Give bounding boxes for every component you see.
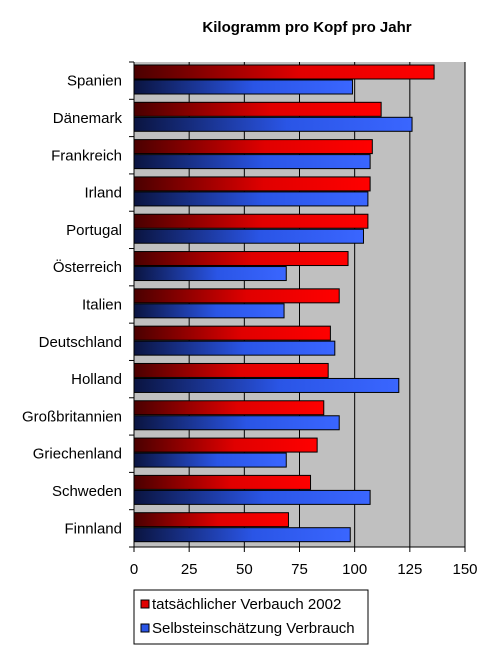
category-label: Dänemark [53, 110, 123, 127]
bar-self-estimate [133, 452, 287, 468]
category-label: Schweden [52, 483, 122, 500]
bar-self-estimate [133, 377, 400, 393]
tick-labels: 0 25 50 75 100 125 150 [130, 561, 478, 578]
chart-title: Kilogramm pro Kopf pro Jahr [202, 19, 411, 36]
bar-actual [133, 362, 329, 378]
bar-actual [133, 512, 289, 528]
bar-actual [133, 400, 325, 416]
x-tick-label: 100 [342, 561, 367, 578]
category-label: Irland [84, 185, 122, 202]
bar-actual [133, 139, 373, 155]
bar-self-estimate [133, 415, 340, 431]
category-label: Holland [71, 371, 122, 388]
bar-self-estimate [133, 303, 285, 319]
bar-actual [133, 474, 312, 490]
bar-self-estimate [133, 489, 371, 505]
x-tick-label: 25 [181, 561, 198, 578]
legend: tatsächlicher Verbauch 2002 Selbsteinsch… [133, 589, 369, 645]
bar-self-estimate [133, 527, 351, 543]
bar-self-estimate [133, 154, 371, 170]
category-label: Frankreich [51, 147, 122, 164]
bar-self-estimate [133, 191, 369, 207]
bar-actual [133, 213, 369, 229]
bar-self-estimate [133, 266, 287, 282]
legend-label-actual: tatsächlicher Verbauch 2002 [152, 596, 341, 613]
category-label: Italien [82, 297, 122, 314]
category-label: Großbritannien [22, 408, 122, 425]
category-label: Spanien [67, 73, 122, 90]
bar-actual [133, 288, 340, 304]
category-label: Griechenland [33, 446, 122, 463]
legend-swatch-actual [140, 599, 150, 609]
category-labels: Spanien Dänemark Frankreich Irland Portugal Ö… [22, 73, 123, 538]
axes [129, 61, 466, 552]
bar-actual [133, 176, 371, 192]
bar-self-estimate [133, 79, 353, 95]
legend-label-self: Selbsteinschätzung Verbrauch [152, 620, 355, 637]
legend-box [133, 589, 369, 645]
category-label: Österreich [53, 258, 122, 276]
bar-actual [133, 101, 382, 117]
bar-actual [133, 437, 318, 453]
bar-actual [133, 251, 349, 267]
bar-self-estimate [133, 116, 413, 132]
x-tick-label: 0 [130, 561, 138, 578]
x-tick-label: 125 [397, 561, 422, 578]
bar-actual [133, 325, 331, 341]
category-label: Portugal [66, 222, 122, 239]
x-tick-label: 75 [291, 561, 308, 578]
x-tick-label: 50 [236, 561, 253, 578]
category-label: Deutschland [39, 334, 122, 351]
bar-self-estimate [133, 340, 336, 356]
category-label: Finnland [64, 520, 122, 537]
bar-actual [133, 64, 435, 80]
legend-swatch-self [140, 623, 150, 633]
x-tick-label: 150 [452, 561, 477, 578]
bar-self-estimate [133, 228, 364, 244]
